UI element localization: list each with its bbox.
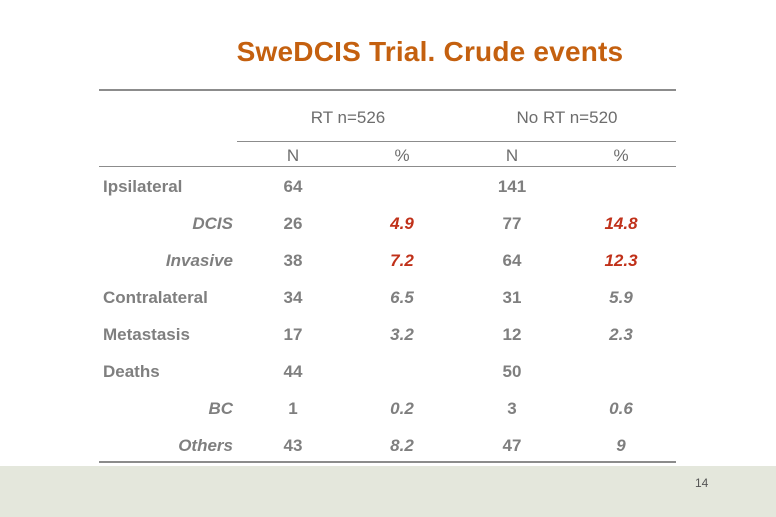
slide-title: SweDCIS Trial. Crude events <box>236 36 624 67</box>
no-rt-group-header: No RT n=520 <box>516 108 618 127</box>
ipsilateral-rt-n: 64 <box>283 177 303 196</box>
metastasis-no-rt-n: 12 <box>502 325 522 344</box>
invasive-rt-n: 38 <box>283 251 303 270</box>
table-bottom-rule <box>99 461 676 463</box>
row-label-metastasis: Metastasis <box>103 325 190 344</box>
no-rt-percent-header: % <box>613 146 629 165</box>
contralateral-no-rt-n: 31 <box>502 288 522 307</box>
table-top-rule <box>99 89 676 91</box>
page-number: 14 <box>695 476 709 490</box>
subheader-rule <box>99 166 676 167</box>
group-header-rule <box>237 141 676 142</box>
deaths-no-rt-n: 50 <box>502 362 522 381</box>
bc-no-rt-percent: 0.6 <box>609 399 633 418</box>
bc-rt-n: 1 <box>288 399 298 418</box>
dcis-no-rt-n: 77 <box>502 214 522 233</box>
no-rt-n-header: N <box>505 146 519 165</box>
row-label-others: Others <box>178 436 233 455</box>
bc-no-rt-n: 3 <box>507 399 517 418</box>
others-no-rt-percent: 9 <box>616 436 626 455</box>
dcis-rt-percent: 4.9 <box>390 214 414 233</box>
contralateral-rt-n: 34 <box>283 288 303 307</box>
row-label-contralateral: Contralateral <box>103 288 208 307</box>
deaths-rt-n: 44 <box>283 362 303 381</box>
contralateral-no-rt-percent: 5.9 <box>609 288 633 307</box>
rt-percent-header: % <box>394 146 410 165</box>
invasive-rt-percent: 7.2 <box>390 251 414 270</box>
row-label-dcis: DCIS <box>192 214 233 233</box>
bc-rt-percent: 0.2 <box>390 399 414 418</box>
dcis-no-rt-percent: 14.8 <box>604 214 638 233</box>
metastasis-rt-percent: 3.2 <box>390 325 414 344</box>
footer-band <box>0 466 776 517</box>
dcis-rt-n: 26 <box>283 214 303 233</box>
others-no-rt-n: 47 <box>502 436 522 455</box>
metastasis-no-rt-percent: 2.3 <box>609 325 633 344</box>
others-rt-n: 43 <box>283 436 303 455</box>
contralateral-rt-percent: 6.5 <box>390 288 414 307</box>
row-label-deaths: Deaths <box>103 362 160 381</box>
rt-group-header: RT n=526 <box>310 108 386 127</box>
others-rt-percent: 8.2 <box>390 436 414 455</box>
metastasis-rt-n: 17 <box>283 325 303 344</box>
ipsilateral-no-rt-n: 141 <box>497 177 527 196</box>
rt-n-header: N <box>286 146 300 165</box>
invasive-no-rt-percent: 12.3 <box>604 251 638 270</box>
row-label-bc: BC <box>208 399 233 418</box>
row-label-invasive: Invasive <box>165 251 233 270</box>
invasive-no-rt-n: 64 <box>502 251 522 270</box>
row-label-ipsilateral: Ipsilateral <box>103 177 183 196</box>
